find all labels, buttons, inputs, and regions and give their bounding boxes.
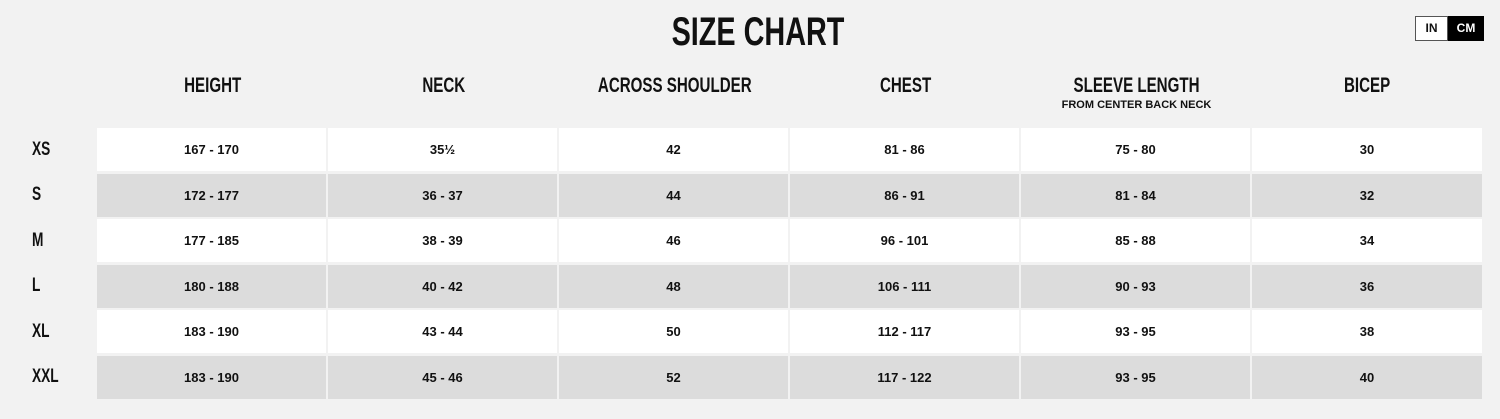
column-sublabel: FROM CENTER BACK NECK (1061, 99, 1212, 111)
column-header: ACROSS SHOULDER (559, 74, 790, 111)
table-cell: 35½ (328, 128, 557, 171)
size-label: XXL (0, 366, 97, 388)
table-cell: 38 (1252, 310, 1482, 354)
column-header: BICEP (1252, 74, 1483, 111)
page-title: SIZE CHART (0, 10, 1500, 55)
table-cell: 112 - 117 (790, 310, 1019, 354)
size-text: L (32, 275, 41, 297)
column-label: CHEST (879, 74, 932, 97)
table-row: XXL 183 - 190 45 - 46 52 117 - 122 93 - 95 40 (0, 355, 1482, 399)
table-cell: 81 - 86 (790, 128, 1019, 171)
table-cell: 48 (559, 264, 788, 308)
column-header: SLEEVE LENGTH FROM CENTER BACK NECK (1021, 74, 1252, 111)
table-cell: 183 - 190 (97, 310, 326, 354)
table-cell: 36 - 37 (328, 173, 557, 217)
column-label: SLEEVE LENGTH (1073, 74, 1200, 97)
size-text: S (32, 184, 42, 206)
size-label: S (0, 184, 97, 206)
table-cell: 167 - 170 (97, 128, 326, 171)
unit-cm-button[interactable]: CM (1448, 16, 1484, 41)
table-row: M 177 - 185 38 - 39 46 96 - 101 85 - 88 34 (0, 219, 1482, 263)
table-row: L 180 - 188 40 - 42 48 106 - 111 90 - 93 36 (0, 264, 1482, 308)
table-cell: 32 (1252, 173, 1482, 217)
column-header: HEIGHT (97, 74, 328, 111)
column-header: NECK (328, 74, 559, 111)
table-row: XS 167 - 170 35½ 42 81 - 86 75 - 80 30 (0, 128, 1482, 171)
column-label: ACROSS SHOULDER (597, 74, 752, 97)
table-cell: 40 (1252, 355, 1482, 399)
table-cell: 36 (1252, 264, 1482, 308)
table-cell: 93 - 95 (1021, 310, 1250, 354)
table-cell: 81 - 84 (1021, 173, 1250, 217)
table-cell: 50 (559, 310, 788, 354)
table-cell: 75 - 80 (1021, 128, 1250, 171)
column-label: HEIGHT (183, 74, 242, 97)
table-cell: 46 (559, 219, 788, 263)
table-row: XL 183 - 190 43 - 44 50 112 - 117 93 - 95 38 (0, 310, 1482, 354)
size-text: XXL (32, 366, 59, 388)
table-cell: 106 - 111 (790, 264, 1019, 308)
table-cell: 52 (559, 355, 788, 399)
table-cell: 96 - 101 (790, 219, 1019, 263)
table-cell: 44 (559, 173, 788, 217)
table-cell: 93 - 95 (1021, 355, 1250, 399)
table-cell: 117 - 122 (790, 355, 1019, 399)
unit-in-button[interactable]: IN (1415, 16, 1448, 41)
size-label: L (0, 275, 97, 297)
size-label: XL (0, 321, 97, 343)
size-table: XS 167 - 170 35½ 42 81 - 86 75 - 80 30 S 172 - 1… (0, 128, 1482, 402)
size-text: M (32, 229, 44, 251)
table-cell: 34 (1252, 219, 1482, 263)
table-cell: 42 (559, 128, 788, 171)
size-text: XS (32, 138, 51, 160)
column-label: NECK (422, 74, 465, 97)
table-cell: 45 - 46 (328, 355, 557, 399)
table-header: HEIGHT NECK ACROSS SHOULDER CHEST SLEEVE LEN… (97, 74, 1483, 111)
size-label: M (0, 230, 97, 252)
column-label: BICEP (1344, 74, 1391, 97)
table-cell: 38 - 39 (328, 219, 557, 263)
table-row: S 172 - 177 36 - 37 44 86 - 91 81 - 84 32 (0, 173, 1482, 217)
table-cell: 177 - 185 (97, 219, 326, 263)
table-cell: 86 - 91 (790, 173, 1019, 217)
table-cell: 183 - 190 (97, 355, 326, 399)
table-cell: 40 - 42 (328, 264, 557, 308)
column-header: CHEST (790, 74, 1021, 111)
table-cell: 85 - 88 (1021, 219, 1250, 263)
size-label: XS (0, 139, 97, 161)
table-cell: 172 - 177 (97, 173, 326, 217)
table-cell: 43 - 44 (328, 310, 557, 354)
size-text: XL (32, 320, 50, 342)
unit-toggle[interactable]: IN CM (1415, 16, 1484, 41)
table-cell: 180 - 188 (97, 264, 326, 308)
title-text: SIZE CHART (671, 10, 844, 54)
table-cell: 90 - 93 (1021, 264, 1250, 308)
table-cell: 30 (1252, 128, 1482, 171)
